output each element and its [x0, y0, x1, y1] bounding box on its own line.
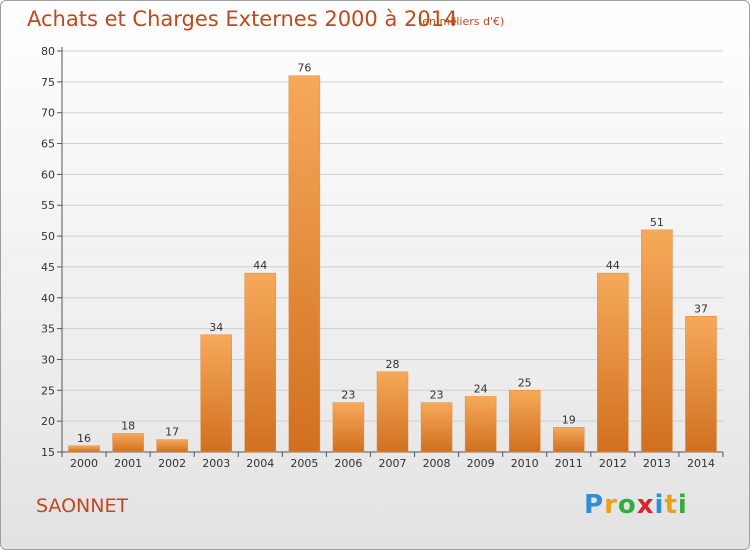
y-tick-label: 70	[41, 107, 55, 120]
x-tick-label: 2001	[114, 457, 142, 470]
y-tick-label: 55	[41, 199, 55, 212]
x-tick-label: 2007	[379, 457, 407, 470]
x-tick-label: 2008	[423, 457, 451, 470]
y-tick-label: 30	[41, 353, 55, 366]
bar	[508, 390, 541, 453]
y-tick-label: 60	[41, 168, 55, 181]
y-tick-label: 75	[41, 76, 55, 89]
data-label: 76	[297, 62, 311, 75]
bar	[685, 316, 717, 453]
bars	[68, 75, 717, 453]
data-label: 37	[694, 302, 708, 315]
y-tick-label: 80	[41, 45, 55, 58]
bar	[156, 439, 188, 453]
data-label: 23	[341, 389, 355, 402]
labels: 15 20 25 30 35 40 45 50 55 60 65 70 75 80 16 2000 18 2001…	[41, 45, 715, 470]
x-tick-label: 2004	[246, 457, 274, 470]
logo-letter: r	[604, 490, 618, 520]
logo-letter: i	[677, 490, 688, 520]
x-tick-label: 2014	[687, 457, 715, 470]
data-label: 28	[386, 358, 400, 371]
logo-letter: i	[654, 490, 665, 520]
data-label: 44	[606, 259, 620, 272]
x-tick-label: 2011	[555, 457, 583, 470]
bar	[376, 371, 409, 453]
proxiti-logo[interactable]: Proxiti	[584, 490, 688, 520]
commune-name: SAONNET	[36, 495, 129, 517]
data-label: 18	[121, 419, 135, 432]
bar	[68, 445, 100, 453]
x-tick-label: 2002	[158, 457, 186, 470]
data-label: 34	[209, 321, 223, 334]
x-tick-label: 2005	[290, 457, 318, 470]
bar	[244, 272, 277, 453]
logo-letter: P	[584, 490, 605, 520]
x-tick-label: 2012	[599, 457, 627, 470]
bar	[553, 427, 585, 453]
data-label: 44	[253, 259, 267, 272]
bar	[641, 229, 673, 453]
data-label: 19	[562, 413, 576, 426]
x-tick-label: 2006	[334, 457, 362, 470]
data-label: 24	[474, 382, 488, 395]
logo-letter: t	[664, 490, 678, 520]
bar	[288, 75, 321, 453]
y-tick-label: 20	[41, 415, 55, 428]
logo-letter: o	[617, 490, 637, 520]
y-tick-label: 45	[41, 261, 55, 274]
y-tick-label: 25	[41, 384, 55, 397]
y-tick-label: 65	[41, 138, 55, 151]
y-tick-label: 50	[41, 230, 55, 243]
bar	[420, 402, 453, 453]
data-label: 16	[77, 432, 91, 445]
y-tick-label: 35	[41, 323, 55, 336]
bar	[597, 272, 629, 453]
y-tick-label: 40	[41, 292, 55, 305]
bar	[112, 433, 144, 453]
x-tick-label: 2000	[70, 457, 98, 470]
data-label: 51	[650, 216, 664, 229]
x-tick-label: 2009	[467, 457, 495, 470]
bar	[332, 402, 365, 453]
logo-letter: x	[636, 490, 655, 520]
bar	[464, 396, 497, 453]
data-label: 23	[430, 389, 444, 402]
x-tick-label: 2003	[202, 457, 230, 470]
chart-title: Achats et Charges Externes 2000 à 2014	[27, 7, 458, 31]
chart-subtitle: (en milliers d'€)	[418, 15, 505, 28]
x-tick-label: 2010	[511, 457, 539, 470]
y-tick-label: 15	[41, 446, 55, 459]
bar	[200, 334, 232, 453]
data-label: 25	[518, 376, 532, 389]
x-tick-label: 2013	[643, 457, 671, 470]
data-label: 17	[165, 426, 179, 439]
